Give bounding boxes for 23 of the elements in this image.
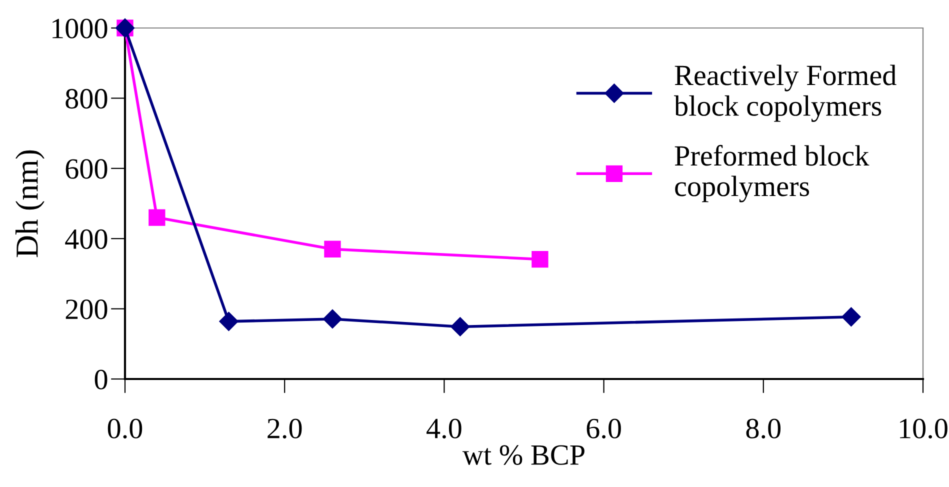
x-tick-label: 10.0 bbox=[900, 418, 948, 439]
point bbox=[532, 250, 548, 268]
x-tick-label: 2.0 bbox=[268, 418, 302, 439]
legend-label: Reactively Formed block copolymers bbox=[674, 64, 896, 122]
y-axis-title: Dh (nm) bbox=[15, 150, 44, 258]
point bbox=[219, 312, 238, 331]
x-tick-label: 6.0 bbox=[586, 418, 621, 439]
y-tick-label: 1000 bbox=[52, 18, 108, 38]
y-tick-label: 0 bbox=[94, 370, 108, 390]
point bbox=[842, 307, 861, 326]
y-tick-label: 800 bbox=[66, 88, 108, 109]
point bbox=[450, 317, 470, 336]
x-tick-label: 4.0 bbox=[426, 418, 462, 439]
x-tick-label: 0.0 bbox=[108, 418, 142, 439]
point bbox=[148, 209, 166, 226]
y-tick-label: 400 bbox=[65, 229, 108, 250]
legend-label: Preformed block copolymers bbox=[674, 144, 870, 202]
point bbox=[322, 309, 342, 329]
x-tick-label: 8.0 bbox=[746, 418, 781, 439]
point bbox=[324, 240, 341, 258]
x-axis-title: wt % BCP bbox=[462, 445, 584, 465]
y-tick-label: 200 bbox=[66, 300, 108, 320]
y-tick-label: 600 bbox=[66, 159, 108, 179]
